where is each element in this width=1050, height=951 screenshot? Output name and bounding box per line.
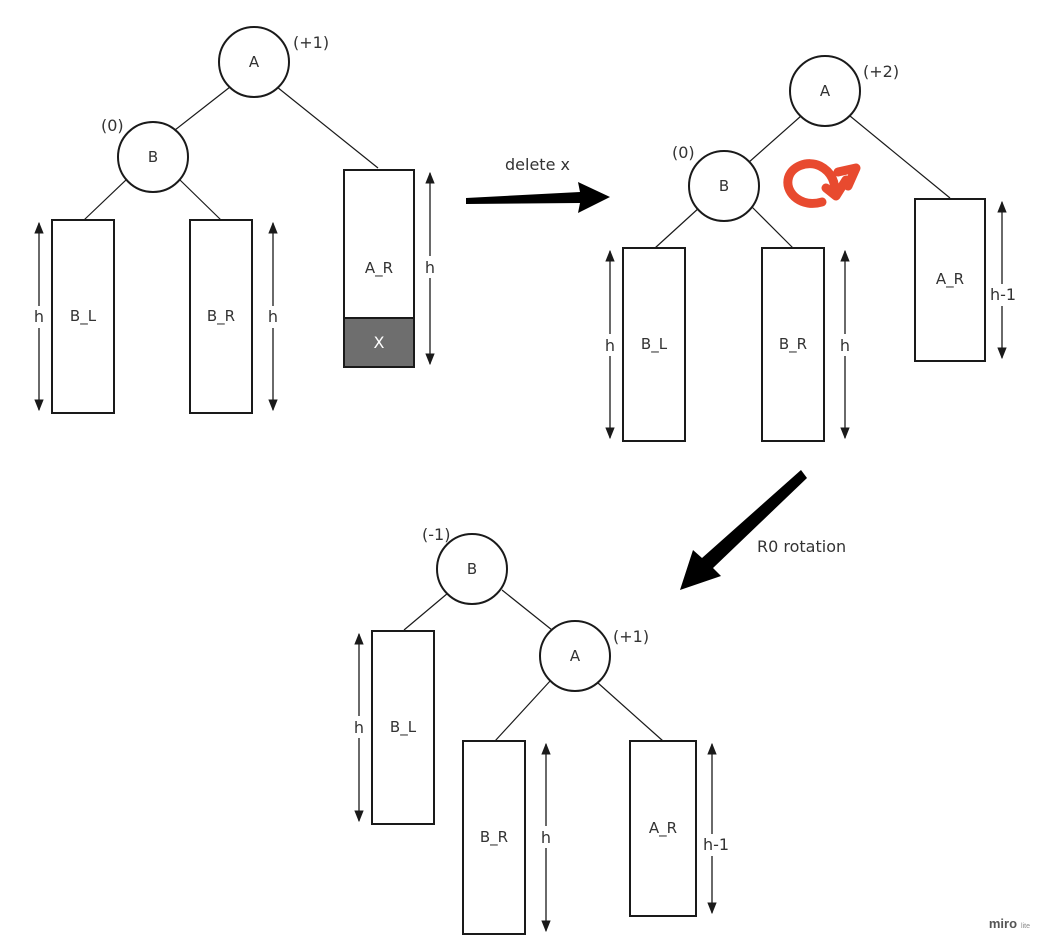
height-label-bg bbox=[265, 306, 281, 328]
rotation-arrow-icon bbox=[783, 159, 851, 208]
rotation-arrow-head-icon bbox=[833, 163, 861, 191]
subtree-b-l-label: B_L bbox=[390, 718, 417, 737]
node-a-label: A bbox=[570, 647, 581, 665]
node-a bbox=[539, 620, 611, 692]
edge-a-ar bbox=[276, 86, 379, 169]
height-label-bg bbox=[351, 716, 367, 738]
subtree-b-r-label: B_R bbox=[480, 828, 508, 847]
edge-b-bl bbox=[403, 592, 449, 631]
node-a-label: A bbox=[820, 82, 831, 100]
node-b-label: B bbox=[719, 177, 729, 195]
deleted-node-x-label: X bbox=[374, 333, 385, 352]
edge-a-ar bbox=[597, 682, 664, 742]
height-label-b-l: h bbox=[605, 336, 615, 355]
node-b-label: B bbox=[148, 148, 158, 166]
subtree-b-r bbox=[462, 740, 526, 935]
transition-arrow-rotation: R0 rotation bbox=[680, 470, 846, 590]
watermark-brand: miro bbox=[988, 916, 1018, 931]
node-b-label: B bbox=[467, 560, 477, 578]
height-label-bg bbox=[700, 834, 726, 856]
transition-arrow-delete: delete x bbox=[466, 155, 610, 213]
height-label-b-l: h bbox=[354, 718, 364, 737]
diagram-after-rotation: B (-1) A (+1) B_L h B_R h A_R h-1 bbox=[351, 525, 729, 935]
rotation-arrow-label: R0 rotation bbox=[757, 537, 846, 556]
subtree-b-r bbox=[189, 219, 253, 414]
height-label-b-r: h bbox=[268, 307, 278, 326]
subtree-b-l bbox=[371, 630, 435, 825]
height-label-bg bbox=[837, 334, 853, 356]
node-b bbox=[117, 121, 189, 193]
node-a-balance: (+1) bbox=[613, 627, 649, 646]
edge-b-bl bbox=[83, 177, 129, 221]
subtree-a-r bbox=[629, 740, 697, 917]
edge-a-b bbox=[174, 86, 231, 131]
edge-a-ar bbox=[849, 115, 951, 199]
diagram-after-deletion: A (+2) B (0) B_L h B_R h A_R h-1 bbox=[602, 55, 1016, 442]
node-a-label: A bbox=[249, 53, 260, 71]
height-label-a-r: h-1 bbox=[703, 835, 729, 854]
height-label-bg bbox=[602, 334, 618, 356]
edge-b-bl bbox=[654, 206, 701, 249]
node-b-balance: (0) bbox=[672, 143, 695, 162]
node-b-balance: (0) bbox=[101, 116, 124, 135]
subtree-b-r-label: B_R bbox=[779, 335, 807, 354]
height-label-b-r: h bbox=[840, 336, 850, 355]
node-a-balance: (+1) bbox=[293, 33, 329, 52]
node-a bbox=[218, 26, 290, 98]
node-a-balance: (+2) bbox=[863, 62, 899, 81]
subtree-a-r-label: A_R bbox=[936, 270, 964, 289]
height-label-bg bbox=[31, 306, 47, 328]
subtree-a-r bbox=[914, 198, 986, 362]
node-b-balance: (-1) bbox=[422, 525, 450, 544]
edge-b-a bbox=[501, 589, 553, 631]
subtree-a-r-label: A_R bbox=[649, 819, 677, 838]
subtree-b-l bbox=[622, 247, 686, 442]
rotation-arrow-big-icon bbox=[680, 470, 807, 590]
node-b bbox=[436, 533, 508, 605]
diagram-before-deletion: A (+1) B (0) B_L h B_R h A_R X h bbox=[31, 26, 438, 414]
height-label-bg bbox=[990, 284, 1016, 306]
delete-arrow-label: delete x bbox=[505, 155, 570, 174]
watermark-edition: lite bbox=[1021, 923, 1030, 930]
subtree-b-r bbox=[761, 247, 825, 442]
subtree-b-r-label: B_R bbox=[207, 307, 235, 326]
edge-b-br bbox=[751, 206, 794, 249]
height-label-a-r: h-1 bbox=[990, 285, 1016, 304]
subtree-b-l-label: B_L bbox=[641, 335, 668, 354]
edge-a-b bbox=[747, 115, 802, 164]
height-label-bg bbox=[422, 256, 438, 278]
node-b bbox=[688, 150, 760, 222]
miro-watermark: miro lite bbox=[989, 915, 1030, 933]
delete-arrow-icon bbox=[466, 182, 610, 213]
height-label-b-l: h bbox=[34, 307, 44, 326]
height-label-bg bbox=[538, 826, 554, 848]
edge-b-br bbox=[179, 179, 222, 221]
node-a bbox=[789, 55, 861, 127]
edge-a-br bbox=[494, 679, 552, 742]
deleted-node-x bbox=[343, 317, 415, 368]
subtree-a-r-label: A_R bbox=[365, 259, 393, 278]
subtree-b-l bbox=[51, 219, 115, 414]
subtree-b-l-label: B_L bbox=[70, 307, 97, 326]
height-label-a-r: h bbox=[425, 258, 435, 277]
height-label-b-r: h bbox=[541, 828, 551, 847]
